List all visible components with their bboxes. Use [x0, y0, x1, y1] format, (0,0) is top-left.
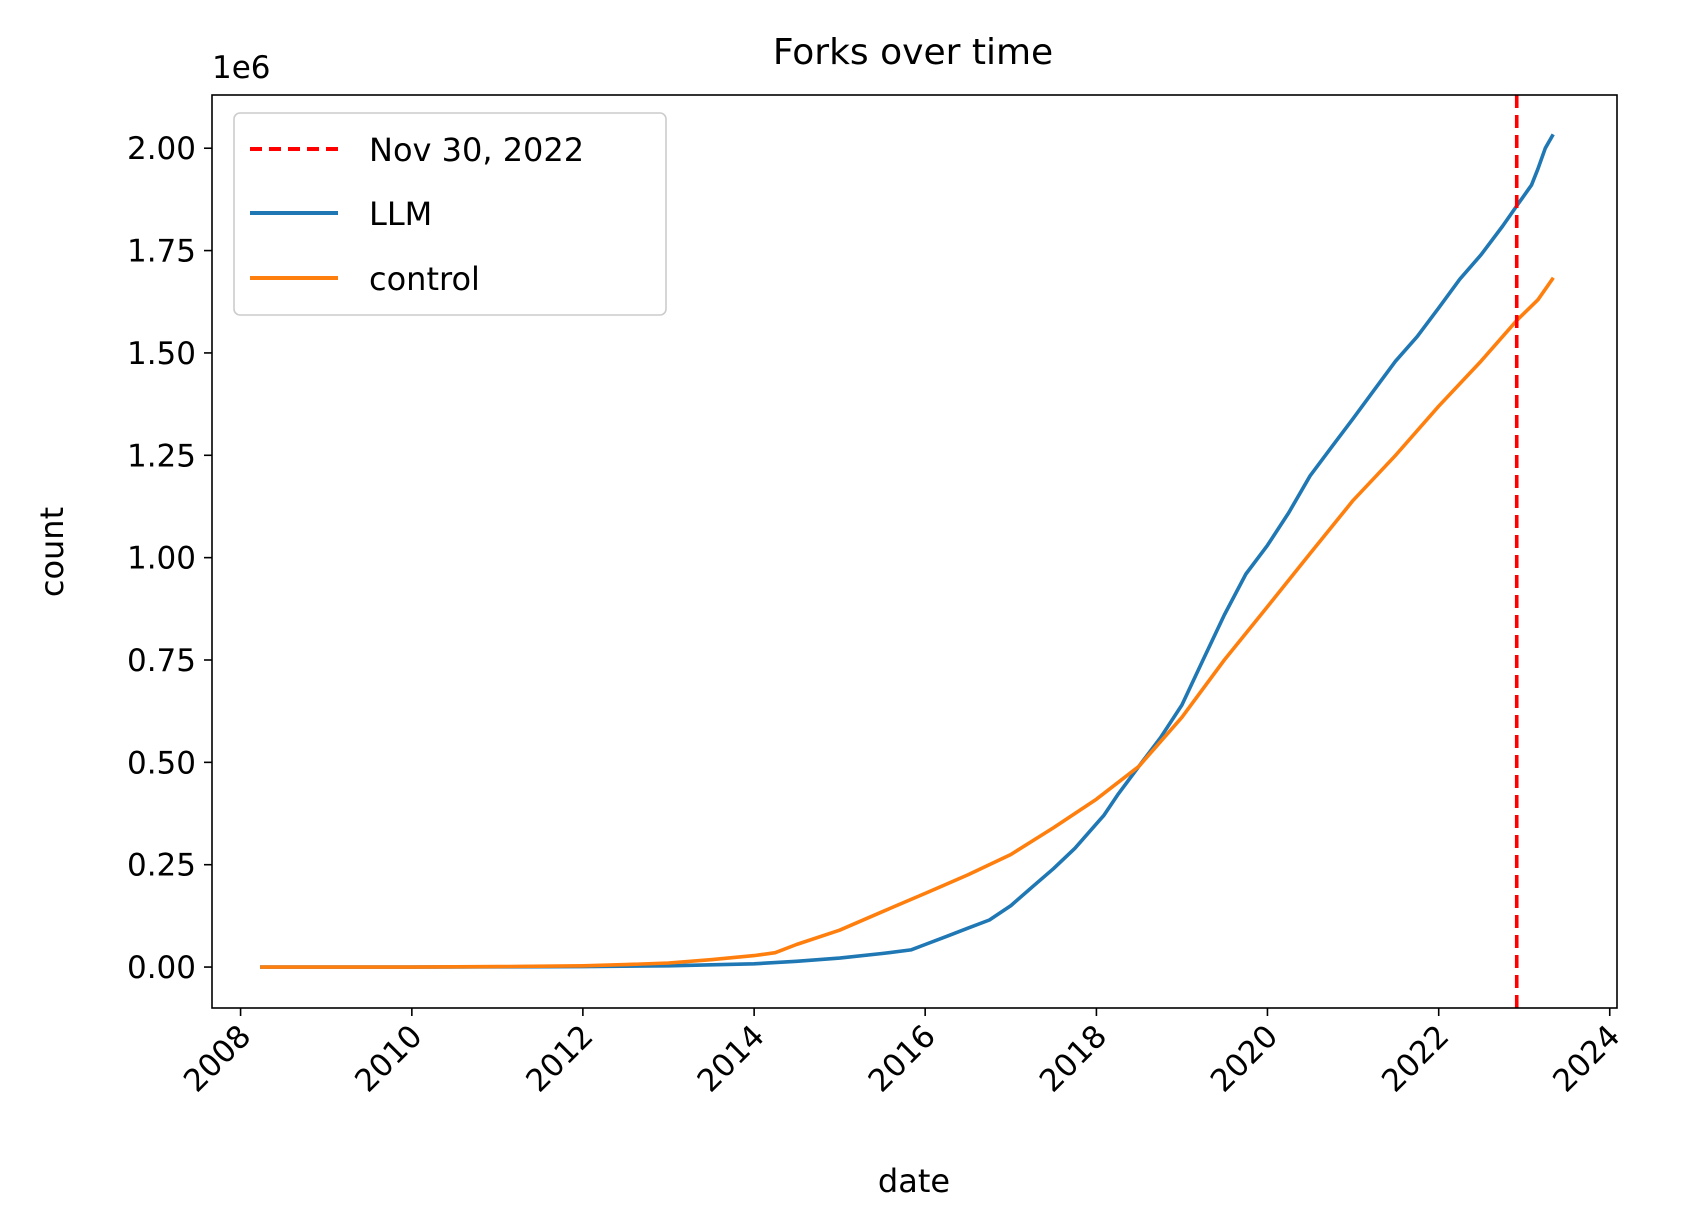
legend-label-llm: LLM	[369, 195, 432, 233]
y-tick-label: 1.75	[127, 234, 196, 270]
legend-box	[233, 112, 667, 316]
y-tick-label: 1.50	[127, 336, 196, 372]
series-line-llm	[260, 133, 1555, 969]
y-axis-label: count	[33, 507, 71, 597]
x-tick-label: 2022	[1375, 1018, 1456, 1099]
y-tick-label: 0.50	[127, 745, 196, 781]
y-tick-label: 1.25	[127, 438, 196, 474]
y-tick-label: 1.00	[127, 541, 196, 577]
x-axis-label: date	[878, 1162, 950, 1200]
x-tick-label: 2008	[177, 1018, 258, 1099]
y-tick-label: 0.75	[127, 643, 196, 679]
y-axis-ticks: 0.00 0.25 0.50 0.75 1.00 1.25 1.50 1.75 2.00	[127, 131, 212, 986]
x-tick-label: 2018	[1033, 1018, 1114, 1099]
y-tick-label: 0.25	[127, 848, 196, 884]
plot-frame	[211, 94, 1618, 1009]
plot-lines	[260, 95, 1555, 1008]
legend: Nov 30, 2022 LLM control	[233, 112, 667, 316]
x-tick-label: 2020	[1204, 1018, 1285, 1099]
series-line-control	[260, 276, 1555, 969]
chart-title: Forks over time	[773, 32, 1053, 73]
x-axis-ticks: 2008 2010 2012 2014 2016 2018 2020 2022 2024	[177, 1008, 1627, 1099]
x-tick-label: 2010	[348, 1018, 429, 1099]
y-offset-label: 1e6	[212, 50, 271, 86]
legend-label-vline: Nov 30, 2022	[369, 131, 584, 169]
x-tick-label: 2024	[1546, 1018, 1627, 1099]
y-tick-label: 0.00	[127, 950, 196, 986]
x-tick-label: 2016	[862, 1018, 943, 1099]
y-tick-label: 2.00	[127, 131, 196, 167]
legend-label-control: control	[369, 260, 480, 298]
x-tick-label: 2014	[691, 1018, 772, 1099]
x-tick-label: 2012	[519, 1018, 600, 1099]
